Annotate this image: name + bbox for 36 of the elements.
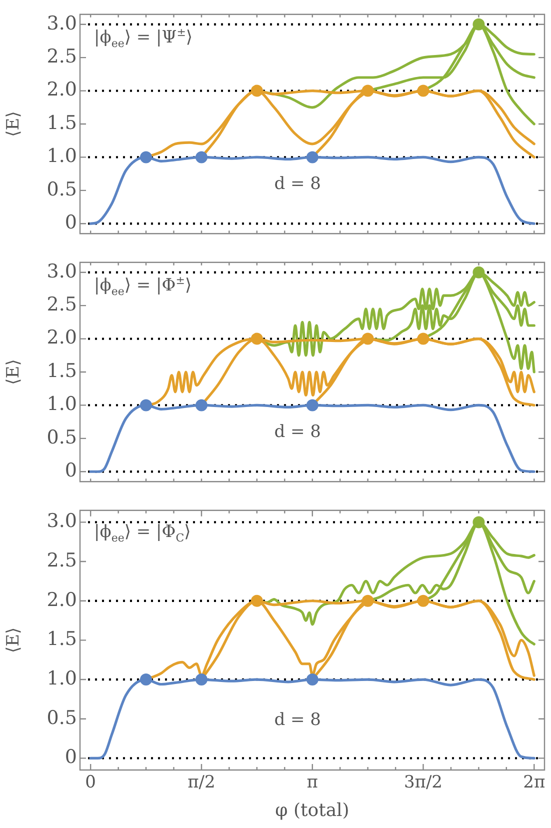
y-tick-label: 2.0 xyxy=(46,78,77,101)
y-tick-label: 2.0 xyxy=(46,588,77,611)
x-tick-label: 2π xyxy=(523,772,546,793)
y-tick-label: 0 xyxy=(64,746,77,768)
y-tick-label: 1.5 xyxy=(46,112,77,134)
annotation: d = 8 xyxy=(274,422,321,442)
annotation: |ϕ$_{ee}$⟩ = |Ψ$^{±}$⟩ xyxy=(94,26,193,50)
y-tick-label: 3.0 xyxy=(46,12,77,34)
x-tick-label: π/2 xyxy=(188,772,216,793)
x-tick-label: 0 xyxy=(85,772,96,793)
x-axis-title: φ (total) xyxy=(275,800,350,821)
y-tick-label: 2.0 xyxy=(46,326,77,349)
x-tick-label: 3π/2 xyxy=(404,772,442,793)
y-tick-label: 3.0 xyxy=(46,510,77,532)
y-tick-label: 0 xyxy=(64,212,77,234)
annotation: |ϕ$_{ee}$⟩ = |Φ$_{C}$⟩ xyxy=(94,522,191,545)
y-axis-title: ⟨E⟩ xyxy=(4,627,24,654)
annotation: |ϕ$_{ee}$⟩ = |Φ$^{±}$⟩ xyxy=(94,274,192,298)
y-tick-label: 0.5 xyxy=(46,706,77,729)
y-tick-label: 0 xyxy=(64,460,77,482)
y-tick-label: 0.5 xyxy=(46,178,77,200)
y-tick-label: 2.5 xyxy=(46,46,77,68)
annotation: d = 8 xyxy=(274,710,321,730)
y-axis-title: ⟨E⟩ xyxy=(4,111,24,137)
y-tick-label: 1.0 xyxy=(46,393,77,416)
annotation: d = 8 xyxy=(274,174,321,194)
y-tick-label: 1.5 xyxy=(46,628,77,650)
y-tick-label: 2.5 xyxy=(46,294,77,316)
y-tick-label: 1.5 xyxy=(46,360,77,382)
y-tick-label: 2.5 xyxy=(46,549,77,572)
x-tick-label: π xyxy=(306,772,318,793)
y-tick-label: 1.0 xyxy=(46,145,77,168)
y-axis-title: ⟨E⟩ xyxy=(4,359,24,385)
y-tick-label: 0.5 xyxy=(46,426,77,448)
y-tick-label: 3.0 xyxy=(46,260,77,282)
y-tick-label: 1.0 xyxy=(46,667,77,690)
